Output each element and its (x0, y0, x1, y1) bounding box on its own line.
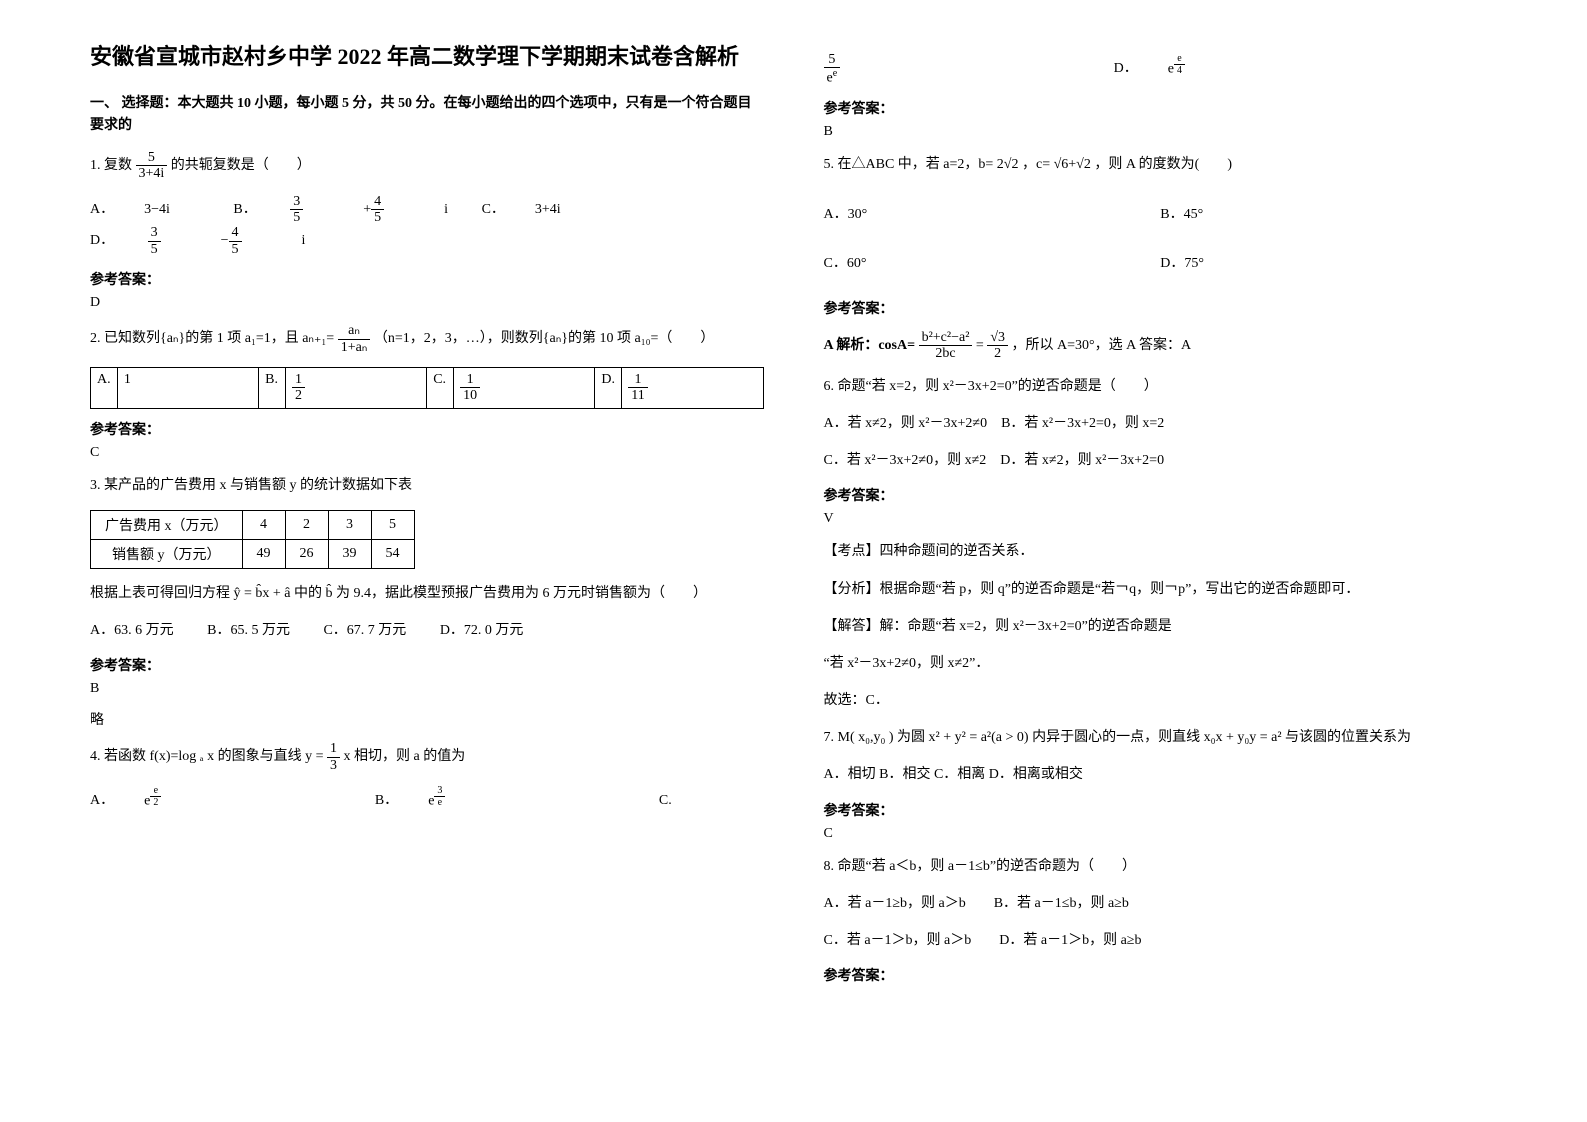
q6-jd1: 【解答】解：命题“若 x=2，则 x²－3x+2=0”的逆否命题是 (824, 614, 1498, 639)
q2-ans-label: 参考答案： (90, 419, 764, 439)
table-row: A. 1 B. 12 C. 110 D. 111 (91, 367, 764, 408)
right-column: 5ee D．ee4 参考答案： B 5. 在△ABC 中，若 a=2，b= 2√… (794, 40, 1528, 991)
q3-options: A．63. 6 万元 B．65. 5 万元 C．67. 7 万元 D．72. 0… (90, 618, 764, 643)
q4-options-cont: 5ee D．ee4 (824, 52, 1498, 86)
q1-ans: D (90, 295, 764, 311)
q1-stem-after: 的共轭复数是（ ） (171, 158, 311, 173)
q7-ans: C (824, 826, 1498, 842)
section1-head: 一、 选择题：本大题共 10 小题，每小题 5 分，共 50 分。在每小题给出的… (90, 93, 764, 138)
q2-options-table: A. 1 B. 12 C. 110 D. 111 (90, 367, 764, 409)
q4-ans-label: 参考答案： (824, 98, 1498, 118)
q6-stem: 6. 命题“若 x=2，则 x²－3x+2=0”的逆否命题是（ ） (824, 374, 1498, 399)
q8-optA: A．若 a－1≥b，则 a＞b B．若 a－1≤b，则 a≥b (824, 891, 1498, 916)
q5-ans-label: 参考答案： (824, 298, 1498, 318)
q6-jd3: 故选：C． (824, 688, 1498, 713)
table-row: 销售额 y（万元） 49 26 39 54 (91, 539, 415, 568)
q6-jd2: “若 x²－3x+2≠0，则 x≠2”． (824, 651, 1498, 676)
q8-ans-label: 参考答案： (824, 965, 1498, 985)
q8-stem: 8. 命题“若 a＜b，则 a－1≤b”的逆否命题为（ ） (824, 854, 1498, 879)
q7-stem: 7. M( x₀,y₀ ) 为圆 x² + y² = a²(a > 0) 内异于… (824, 725, 1498, 750)
q6-ans-label: 参考答案： (824, 485, 1498, 505)
q1-options: A．3−4i B． 35+45i C．3+4i D． 35−45i (90, 194, 764, 258)
q4: 4. 若函数 f(x)=log ₐ x 的图象与直线 y = 13 x 相切，则… (90, 741, 764, 773)
q5-opts-row1: A．30° B．45° (824, 190, 1498, 239)
q1-frac: 5 3+4i (136, 150, 168, 182)
q6-optA: A．若 x≠2，则 x²－3x+2≠0 B．若 x²－3x+2=0，则 x=2 (824, 411, 1498, 436)
q7-opts: A．相切 B．相交 C．相离 D．相离或相交 (824, 762, 1498, 787)
q3-table: 广告费用 x（万元） 4 2 3 5 销售额 y（万元） 49 26 39 54 (90, 510, 415, 569)
q2-ans: C (90, 445, 764, 461)
q2: 2. 已知数列{aₙ}的第 1 项 a₁=1，且 aₙ₊₁= aₙ 1+aₙ （… (90, 323, 764, 355)
left-column: 安徽省宣城市赵村乡中学 2022 年高二数学理下学期期末试卷含解析 一、 选择题… (60, 40, 794, 991)
q6-fx: 【分析】根据命题“若 p，则 q”的逆否命题是“若￢q，则￢p”，写出它的逆否命… (824, 577, 1498, 602)
q1-stem-before: 1. 复数 (90, 158, 132, 173)
q8-optC: C．若 a－1＞b，则 a＞b D．若 a－1＞b，则 a≥b (824, 928, 1498, 953)
q4-ans: B (824, 124, 1498, 140)
q1-ans-label: 参考答案： (90, 269, 764, 289)
q6-optC: C．若 x²－3x+2≠0，则 x≠2 D．若 x≠2，则 x²－3x+2=0 (824, 448, 1498, 473)
q7-ans-label: 参考答案： (824, 800, 1498, 820)
q5-ans: A 解析：cosA= b²+c²−a²2bc = √32 ，所以 A=30°，选… (824, 330, 1498, 362)
q6-kd: 【考点】四种命题间的逆否关系． (824, 539, 1498, 564)
q3-ans-label: 参考答案： (90, 655, 764, 675)
page: 安徽省宣城市赵村乡中学 2022 年高二数学理下学期期末试卷含解析 一、 选择题… (0, 0, 1587, 1031)
table-row: 广告费用 x（万元） 4 2 3 5 (91, 510, 415, 539)
q3-note: 略 (90, 709, 764, 729)
q6-ans: V (824, 511, 1498, 527)
doc-title: 安徽省宣城市赵村乡中学 2022 年高二数学理下学期期末试卷含解析 (90, 40, 764, 73)
q5-stem: 5. 在△ABC 中，若 a=2，b= 2√2 ，c= √6+√2 ，则 A 的… (824, 152, 1498, 177)
q3-stem: 3. 某产品的广告费用 x 与销售额 y 的统计数据如下表 (90, 473, 764, 498)
q3-ans: B (90, 681, 764, 697)
q4-options: A．ee2 B．e3e C. (90, 785, 764, 814)
q3-after: 根据上表可得回归方程 ŷ = b̂x + â 中的 b̂ 为 9.4，据此模型预… (90, 581, 764, 606)
q5-opts-row2: C．60° D．75° (824, 239, 1498, 288)
q1: 1. 复数 5 3+4i 的共轭复数是（ ） (90, 150, 764, 182)
